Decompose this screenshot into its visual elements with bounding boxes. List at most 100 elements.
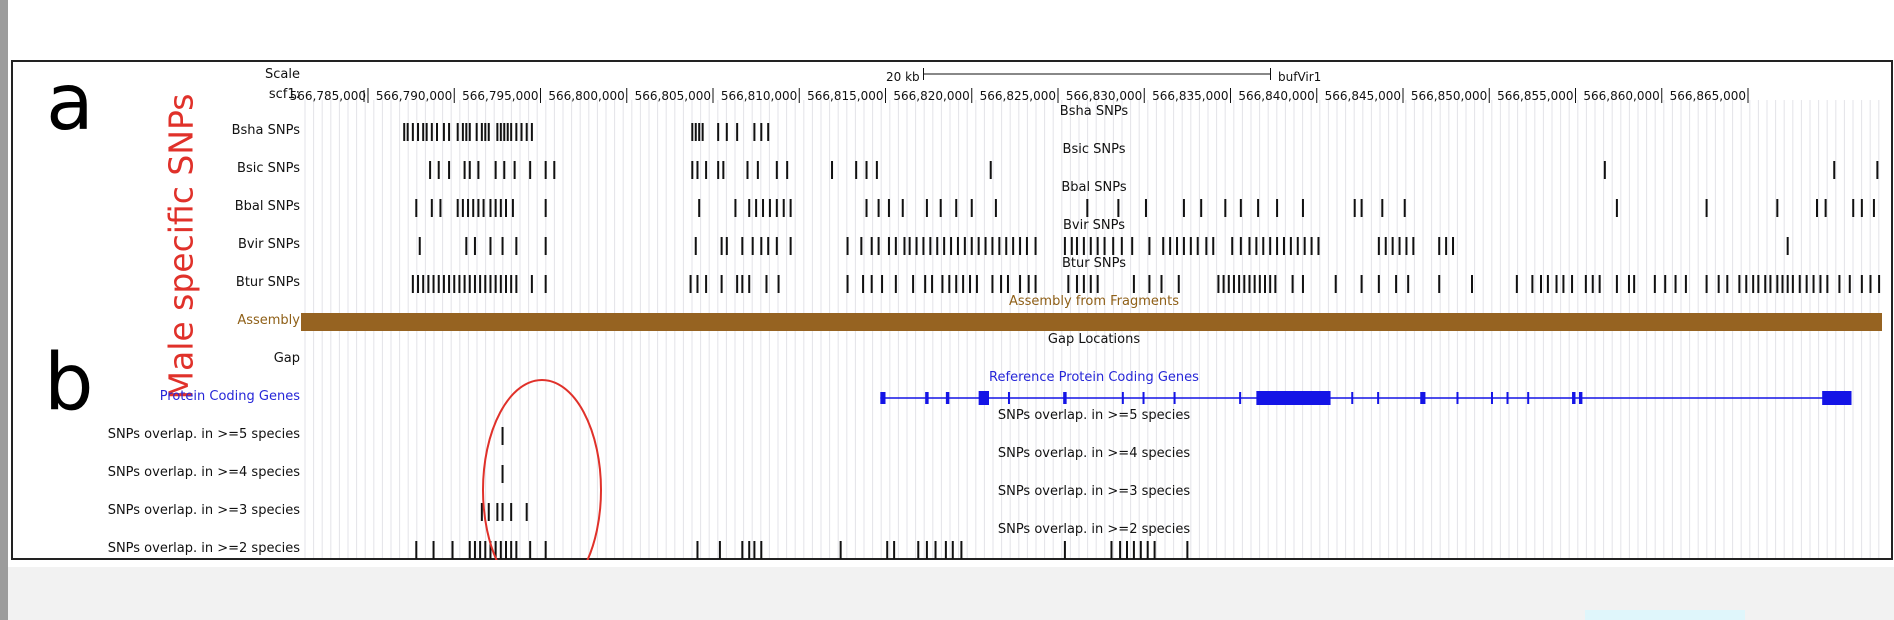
snp-mark bbox=[1310, 237, 1313, 255]
snp-mark bbox=[1540, 275, 1542, 293]
track-center-label: Btur SNPs bbox=[1061, 256, 1127, 271]
ruler-tick-label: 566,855,000 bbox=[1497, 89, 1573, 103]
track-label[interactable]: SNPs overlap. in >=5 species bbox=[107, 427, 300, 442]
snp-mark bbox=[1445, 237, 1448, 255]
snp-mark bbox=[499, 541, 502, 559]
snp-mark bbox=[789, 237, 792, 255]
snp-mark bbox=[1075, 237, 1078, 255]
snp-mark bbox=[903, 237, 906, 255]
snp-mark bbox=[875, 161, 878, 179]
snp-mark bbox=[994, 199, 997, 217]
snp-mark bbox=[1231, 237, 1234, 255]
snp-mark bbox=[1738, 275, 1741, 293]
track-center-label: SNPs overlap. in >=3 species bbox=[997, 484, 1191, 499]
snp-mark bbox=[846, 275, 849, 293]
snp-mark bbox=[887, 237, 890, 255]
snp-mark bbox=[717, 161, 720, 179]
snp-mark bbox=[544, 541, 547, 559]
snp-mark bbox=[1334, 275, 1337, 293]
snp-mark bbox=[1824, 199, 1827, 217]
track-label[interactable]: Bsic SNPs bbox=[237, 161, 300, 176]
snp-mark bbox=[468, 123, 471, 141]
snp-mark bbox=[415, 541, 418, 559]
snp-mark bbox=[489, 541, 492, 559]
track-center-label: Reference Protein Coding Genes bbox=[989, 370, 1199, 385]
snp-mark bbox=[1089, 275, 1092, 293]
snp-mark bbox=[451, 541, 454, 559]
snp-mark bbox=[515, 123, 518, 141]
snp-mark bbox=[1110, 541, 1113, 559]
snp-mark bbox=[939, 199, 942, 217]
snp-mark bbox=[530, 275, 533, 293]
snp-mark bbox=[1705, 275, 1708, 293]
snp-mark bbox=[984, 237, 987, 255]
snp-mark bbox=[1119, 541, 1122, 559]
snp-mark bbox=[1000, 275, 1003, 293]
snp-mark bbox=[963, 237, 966, 255]
snp-mark bbox=[925, 199, 928, 217]
snp-mark bbox=[1276, 237, 1279, 255]
snp-mark bbox=[748, 199, 751, 217]
snp-mark bbox=[1555, 275, 1558, 293]
track-label[interactable]: Bbal SNPs bbox=[234, 199, 300, 214]
snp-mark bbox=[915, 237, 918, 255]
snp-mark bbox=[951, 541, 954, 559]
snp-mark bbox=[1217, 275, 1220, 293]
gene-exon bbox=[1256, 391, 1331, 405]
snp-mark bbox=[1025, 237, 1028, 255]
track-label[interactable]: SNPs overlap. in >=2 species bbox=[107, 541, 300, 556]
track-center-label: SNPs overlap. in >=4 species bbox=[997, 446, 1191, 461]
gene-exon bbox=[1063, 392, 1067, 404]
snp-mark bbox=[931, 275, 934, 293]
ruler-tick-label: 566,795,000 bbox=[462, 89, 538, 103]
track-label[interactable]: Bsha SNPs bbox=[231, 123, 300, 138]
snp-mark bbox=[956, 237, 959, 255]
snp-mark bbox=[1398, 237, 1401, 255]
ruler-tick-label: 566,830,000 bbox=[1066, 89, 1142, 103]
snp-mark bbox=[717, 123, 720, 141]
snp-mark bbox=[1377, 237, 1380, 255]
snp-mark bbox=[1353, 199, 1356, 217]
snp-mark bbox=[1412, 237, 1415, 255]
snp-mark bbox=[544, 199, 547, 217]
snp-mark bbox=[1384, 237, 1387, 255]
gene-exon bbox=[1239, 392, 1242, 404]
snp-mark bbox=[506, 123, 509, 141]
snp-mark bbox=[1144, 199, 1147, 217]
snp-mark bbox=[1082, 237, 1085, 255]
snp-mark bbox=[1705, 199, 1708, 217]
snp-mark bbox=[1120, 237, 1123, 255]
snp-mark bbox=[1006, 275, 1009, 293]
snp-mark bbox=[912, 275, 915, 293]
track-label[interactable]: SNPs overlap. in >=4 species bbox=[107, 465, 300, 480]
snp-mark bbox=[944, 541, 947, 559]
track-label[interactable]: Bvir SNPs bbox=[237, 237, 300, 252]
snp-mark bbox=[1132, 275, 1135, 293]
snp-mark bbox=[544, 161, 547, 179]
track-label[interactable]: SNPs overlap. in >=3 species bbox=[107, 503, 300, 518]
snp-mark bbox=[525, 123, 528, 141]
snp-mark bbox=[1848, 275, 1851, 293]
snp-mark bbox=[1786, 275, 1789, 293]
track-label[interactable]: Gap bbox=[273, 351, 300, 366]
snp-mark bbox=[722, 161, 725, 179]
gene-exon bbox=[978, 391, 989, 405]
snp-mark bbox=[705, 161, 708, 179]
scale-label: Scale bbox=[265, 67, 300, 82]
snp-mark bbox=[1603, 161, 1606, 179]
snp-mark bbox=[1438, 237, 1441, 255]
track-label[interactable]: Assembly bbox=[237, 313, 300, 328]
snp-mark bbox=[894, 237, 897, 255]
track-label[interactable]: Protein Coding Genes bbox=[159, 389, 300, 404]
snp-mark bbox=[436, 123, 438, 141]
snp-mark bbox=[893, 541, 896, 559]
snp-mark bbox=[901, 199, 904, 217]
snp-mark bbox=[479, 275, 482, 293]
track-label[interactable]: Btur SNPs bbox=[235, 275, 300, 290]
snp-mark bbox=[510, 275, 513, 293]
snp-mark bbox=[1148, 275, 1151, 293]
gene-exon bbox=[1527, 392, 1530, 404]
snp-mark bbox=[1162, 237, 1165, 255]
snp-mark bbox=[960, 541, 963, 559]
snp-mark bbox=[484, 123, 487, 141]
